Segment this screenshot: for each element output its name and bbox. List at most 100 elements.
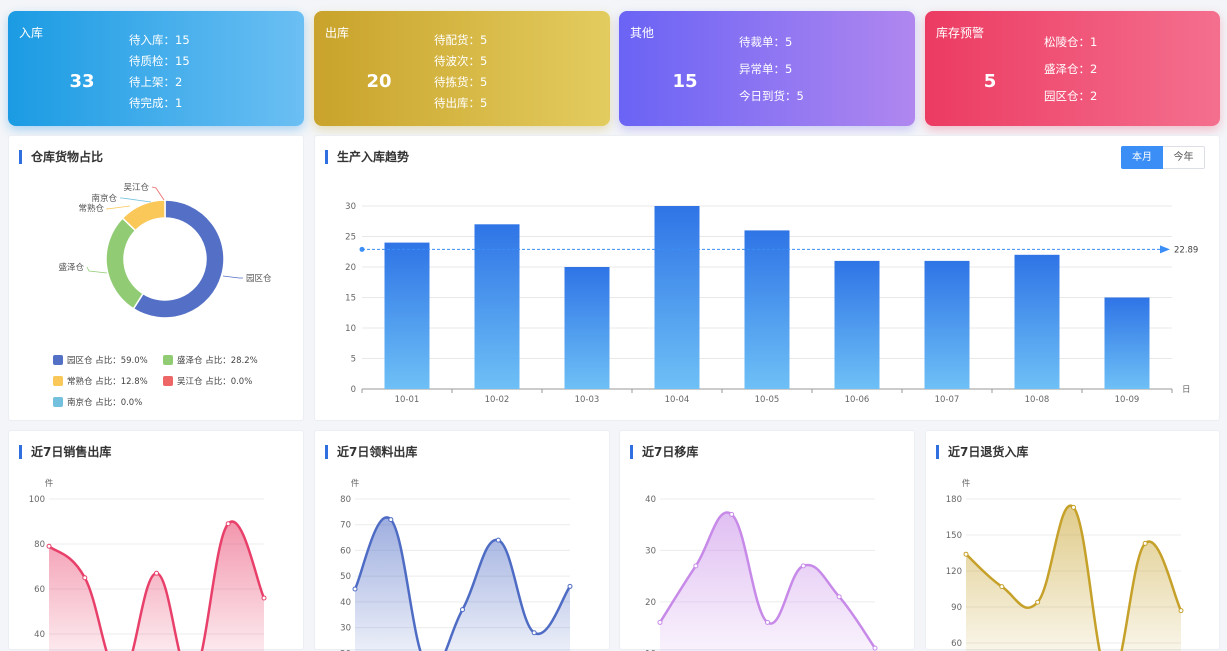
area-chart: 10203040 [645, 495, 878, 651]
area-fill [660, 512, 875, 651]
data-point [872, 645, 878, 651]
legend-swatch [163, 375, 173, 386]
y-tick-label: 60 [340, 546, 351, 556]
legend-item[interactable]: 盛泽仓 占比：28.2% [163, 354, 273, 366]
legend-item[interactable]: 吴江仓 占比：0.0% [163, 375, 273, 387]
y-tick-label: 40 [34, 630, 45, 640]
tab-this-year[interactable]: 今年 [1163, 146, 1205, 169]
x-tick-label: 10-05 [755, 395, 780, 405]
bar [564, 267, 610, 389]
data-point [1035, 599, 1041, 605]
pie-slice [105, 217, 145, 310]
legend-item[interactable]: 常熟仓 占比：12.8% [53, 375, 163, 387]
x-tick-label: 10-06 [845, 395, 870, 405]
y-tick-label: 5 [351, 355, 356, 365]
data-point [495, 537, 501, 543]
card-item: 待配货：5 [434, 33, 488, 47]
y-tick-label: 40 [645, 495, 656, 505]
legend-label: 南京仓 占比：0.0% [67, 397, 143, 408]
legend-swatch [53, 354, 63, 365]
y-tick-label: 180 [946, 495, 962, 505]
pie-slice [132, 199, 225, 319]
data-point [460, 607, 465, 613]
production-inbound-trend-panel: 生产入库趋势 本月 今年 0 5 10 15 20 25 30 10-01 10-02 10-03… [314, 135, 1220, 421]
material-outbound-panel: 近7日领料出库 20304050607080件 [314, 430, 610, 651]
tab-this-month[interactable]: 本月 [1121, 146, 1163, 169]
bar [744, 230, 790, 389]
other-card[interactable]: 其他 15 待裁单：5 异常单：5 今日到货：5 [619, 11, 915, 126]
y-tick-label: 25 [345, 233, 356, 243]
card-item: 待裁单：5 [739, 35, 793, 49]
card-item: 待入库：15 [129, 33, 190, 47]
legend-label: 常熟仓 占比：12.8% [67, 376, 148, 387]
data-point [154, 570, 159, 576]
y-tick-label: 80 [340, 495, 351, 505]
data-point [1178, 608, 1184, 614]
x-tick-label: 10-04 [665, 395, 690, 405]
pie-label: 园区仓 [246, 273, 272, 284]
data-point [225, 521, 231, 527]
transfer-panel: 近7日移库 10203040 [619, 430, 915, 651]
legend-label: 盛泽仓 占比：28.2% [177, 355, 258, 366]
x-tick-label: 10-08 [1025, 395, 1050, 405]
legend-item[interactable]: 南京仓 占比：0.0% [53, 396, 163, 408]
card-total: 5 [983, 71, 997, 92]
card-total: 20 [366, 71, 392, 92]
data-point [388, 517, 394, 523]
y-tick-label: 10 [345, 324, 356, 334]
legend-item[interactable]: 园区仓 占比：59.0% [53, 354, 163, 366]
data-point [46, 543, 52, 549]
y-tick-label: 50 [340, 572, 351, 582]
y-axis-label: 件 [351, 478, 360, 489]
panel-title: 近7日移库 [630, 445, 698, 459]
area-fill [355, 517, 570, 651]
y-tick-label: 100 [29, 495, 45, 505]
card-title: 其他 [630, 26, 655, 40]
average-label: 22.89 [1174, 245, 1198, 255]
data-point [657, 619, 663, 625]
pie-label: 常熟仓 [78, 203, 104, 214]
inbound-card[interactable]: 入库 33 待入库：15 待质检：15 待上架：2 待完成：1 [8, 11, 304, 126]
legend-swatch [163, 354, 173, 365]
pie-leader-line [86, 266, 108, 274]
y-tick-label: 150 [946, 531, 962, 541]
y-tick-label: 60 [34, 585, 45, 595]
data-point [567, 583, 573, 589]
panel-title: 仓库货物占比 [19, 150, 103, 164]
outbound-card[interactable]: 出库 20 待配货：5 待波次：5 待拣货：5 待出库：5 [314, 11, 610, 126]
panel-title: 生产入库趋势 [325, 150, 409, 164]
data-point [82, 575, 88, 581]
panel-title: 近7日退货入库 [936, 445, 1028, 459]
bar [474, 224, 520, 389]
pie-label: 盛泽仓 [58, 262, 84, 273]
panel-title: 近7日销售出库 [19, 445, 111, 459]
panel-title: 近7日领料出库 [325, 445, 417, 459]
card-item: 松陵仓：1 [1044, 35, 1098, 49]
data-point [800, 563, 806, 569]
y-tick-label: 20 [345, 263, 356, 273]
y-tick-label: 120 [946, 567, 962, 577]
data-point [1071, 504, 1076, 510]
data-point [999, 584, 1005, 590]
y-tick-label: 80 [34, 540, 45, 550]
card-item: 待质检：15 [129, 54, 190, 68]
card-item: 园区仓：2 [1044, 89, 1098, 103]
pie-slice [121, 199, 166, 232]
card-item: 今日到货：5 [739, 89, 804, 103]
bar [1014, 254, 1060, 389]
card-item: 盛泽仓：2 [1044, 62, 1098, 76]
stock-warning-card[interactable]: 库存预警 5 松陵仓：1 盛泽仓：2 园区仓：2 [925, 11, 1220, 126]
card-title: 出库 [325, 26, 350, 40]
data-point [693, 563, 699, 569]
warehouse-share-panel: 仓库货物占比 园区仓 盛泽仓 常熟仓 吴江仓 南京仓 园区仓 占比：59.0% 盛泽仓 … [8, 135, 304, 421]
y-axis-label: 件 [45, 478, 54, 489]
area-fill [49, 521, 264, 651]
area-chart: 20304050607080件 [340, 478, 573, 651]
y-tick-label: 30 [345, 202, 356, 212]
y-tick-label: 20 [645, 598, 656, 608]
data-point [531, 630, 537, 636]
card-items: 待入库：15 待质检：15 待上架：2 待完成：1 [129, 30, 190, 114]
pie-leader-line [222, 275, 243, 279]
